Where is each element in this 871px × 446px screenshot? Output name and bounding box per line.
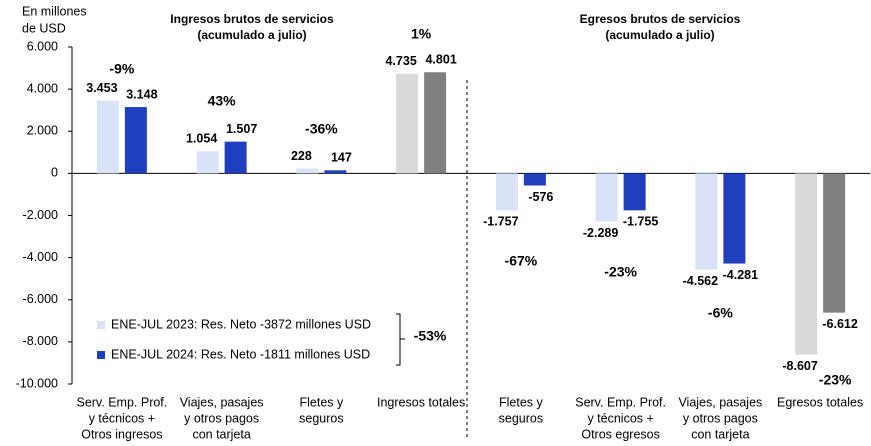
section-title: (acumulado a julio) (605, 28, 714, 42)
data-label: 228 (291, 149, 312, 163)
data-label: -4.562 (683, 274, 718, 288)
bar (224, 141, 247, 174)
x-tick-label: Serv. Emp. Prof. (575, 395, 666, 409)
bar (795, 173, 818, 355)
bar (196, 151, 219, 174)
y-axis-label: En millones (22, 4, 87, 18)
section-title: Ingresos brutos de servicios (170, 12, 334, 26)
y-tick-label: -10.000 (16, 376, 58, 390)
legend-swatch (97, 321, 105, 329)
bar (623, 173, 646, 211)
bar (495, 173, 518, 211)
change-label: -6% (708, 305, 733, 321)
data-label: 3.148 (126, 87, 157, 101)
bar (424, 72, 447, 174)
change-label: -23% (819, 372, 852, 388)
x-tick-label: y otros pagos (683, 411, 758, 425)
section-title: (acumulado a julio) (197, 28, 306, 42)
x-tick-label: y técnicos + (587, 411, 653, 425)
change-label: -67% (505, 253, 538, 269)
change-label: 43% (208, 93, 237, 109)
x-tick-label: y otros pagos (184, 411, 259, 425)
data-label: 4.735 (385, 54, 416, 68)
section-title: Egresos brutos de servicios (580, 12, 741, 26)
bar (296, 168, 319, 174)
y-tick-label: -4.000 (23, 250, 58, 264)
legend-label: ENE-JUL 2024: Res. Neto -1811 millones U… (111, 347, 370, 361)
data-label: -8.607 (782, 359, 817, 373)
x-tick-label: seguros (299, 411, 343, 425)
legend-bracket (396, 313, 405, 366)
y-tick-label: -6.000 (23, 292, 58, 306)
bar (595, 173, 618, 222)
data-label: 4.801 (425, 53, 456, 67)
legend-swatch (97, 351, 105, 359)
data-label: -1.755 (623, 215, 658, 229)
x-tick-label: seguros (499, 411, 543, 425)
y-tick-label: -2.000 (23, 208, 58, 222)
y-tick-label: 4.000 (27, 81, 58, 95)
x-tick-label: y técnicos + (89, 411, 155, 425)
y-tick-label: -8.000 (23, 334, 58, 348)
bar (396, 73, 419, 174)
data-label: -4.281 (723, 268, 758, 282)
x-tick-label: Serv. Emp. Prof. (76, 395, 167, 409)
net-change-label: -53% (414, 328, 447, 344)
x-tick-label: Otros ingresos (81, 427, 162, 441)
bar (124, 107, 147, 174)
data-label: -1.757 (483, 215, 518, 229)
x-tick-label: con tarjeta (691, 427, 749, 441)
bar (96, 100, 119, 174)
y-tick-label: 0 (51, 166, 58, 180)
change-label: 1% (411, 26, 432, 42)
bar (823, 173, 846, 313)
x-tick-label: Egresos totales (777, 395, 863, 409)
x-tick-label: Viajes, pasajes (180, 395, 264, 409)
x-tick-label: Viajes, pasajes (678, 395, 762, 409)
bar (324, 170, 347, 174)
x-tick-label: Ingresos totales (377, 395, 465, 409)
y-axis-label: de USD (22, 21, 66, 35)
bar (695, 173, 718, 270)
x-tick-label: Fletes y (499, 395, 544, 409)
data-label: 1.507 (226, 122, 257, 136)
change-label: -9% (109, 61, 134, 77)
data-label: -576 (528, 190, 553, 204)
x-tick-label: con tarjeta (192, 427, 250, 441)
data-label: 3.453 (86, 81, 117, 95)
bar (523, 173, 546, 186)
data-label: -2.289 (583, 226, 618, 240)
data-label: 1.054 (186, 131, 217, 145)
data-label: 147 (331, 151, 352, 165)
y-tick-label: 2.000 (27, 124, 58, 138)
x-tick-label: Fletes y (299, 395, 344, 409)
legend-label: ENE-JUL 2023: Res. Neto -3872 millones U… (111, 317, 371, 331)
x-tick-label: Otros egresos (581, 427, 660, 441)
change-label: -36% (305, 121, 338, 137)
y-tick-label: 6.000 (27, 39, 58, 53)
change-label: -23% (604, 264, 637, 280)
data-label: -6.612 (822, 317, 857, 331)
bar (723, 173, 746, 264)
